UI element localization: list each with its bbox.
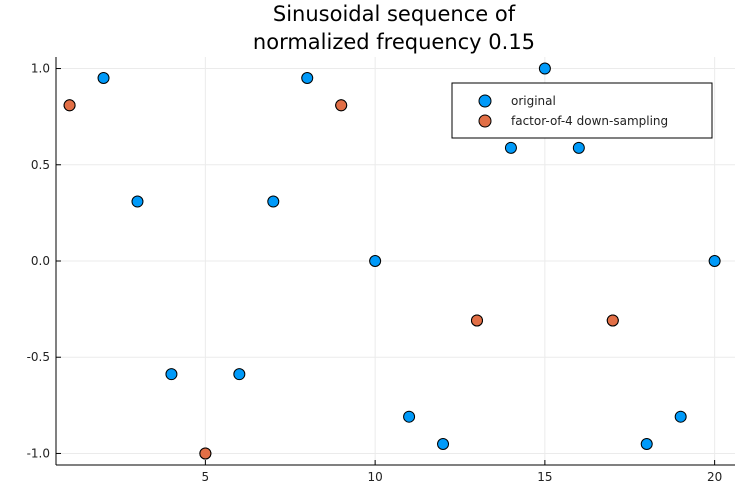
tick-labels: 5 10 15 20 -1.0 -0.5 0.0 0.5 1.0: [27, 62, 723, 484]
data-points: [63, 62, 721, 460]
data-point: [572, 141, 585, 154]
data-point: [538, 62, 551, 75]
chart-title-line-1: Sinusoidal sequence of: [273, 2, 516, 26]
data-point: [301, 71, 314, 84]
data-point: [369, 255, 382, 267]
y-tick-label: 1.0: [31, 62, 50, 76]
x-tick-label: 10: [367, 470, 382, 484]
data-point: [606, 314, 619, 327]
data-point: [708, 255, 721, 267]
legend-marker-downsampled: [478, 114, 492, 128]
series-downsampled: [63, 99, 619, 460]
chart-title-line-2: normalized frequency 0.15: [253, 30, 535, 54]
data-point: [437, 438, 450, 451]
legend-label-original: original: [511, 94, 556, 108]
data-point: [131, 195, 144, 208]
data-point: [63, 99, 76, 112]
x-tick-label: 5: [202, 470, 210, 484]
data-point: [470, 314, 483, 327]
data-point: [267, 195, 280, 208]
legend: original factor-of-4 down-sampling: [451, 82, 713, 139]
data-point: [674, 410, 687, 423]
data-point: [335, 99, 348, 112]
x-tick-label: 20: [707, 470, 722, 484]
data-point: [199, 447, 212, 460]
data-point: [403, 410, 416, 423]
y-tick-label: -0.5: [27, 350, 50, 364]
y-tick-label: 0.0: [31, 254, 50, 268]
data-point: [97, 71, 110, 84]
legend-label-downsampled: factor-of-4 down-sampling: [511, 114, 668, 128]
legend-marker-original: [478, 94, 492, 108]
x-tick-label: 15: [537, 470, 552, 484]
data-point: [504, 141, 517, 154]
y-tick-label: -1.0: [27, 446, 50, 460]
y-tick-label: 0.5: [31, 158, 50, 172]
data-point: [640, 438, 653, 451]
data-point: [165, 368, 178, 381]
data-point: [233, 368, 246, 381]
legend-box: [451, 82, 713, 139]
